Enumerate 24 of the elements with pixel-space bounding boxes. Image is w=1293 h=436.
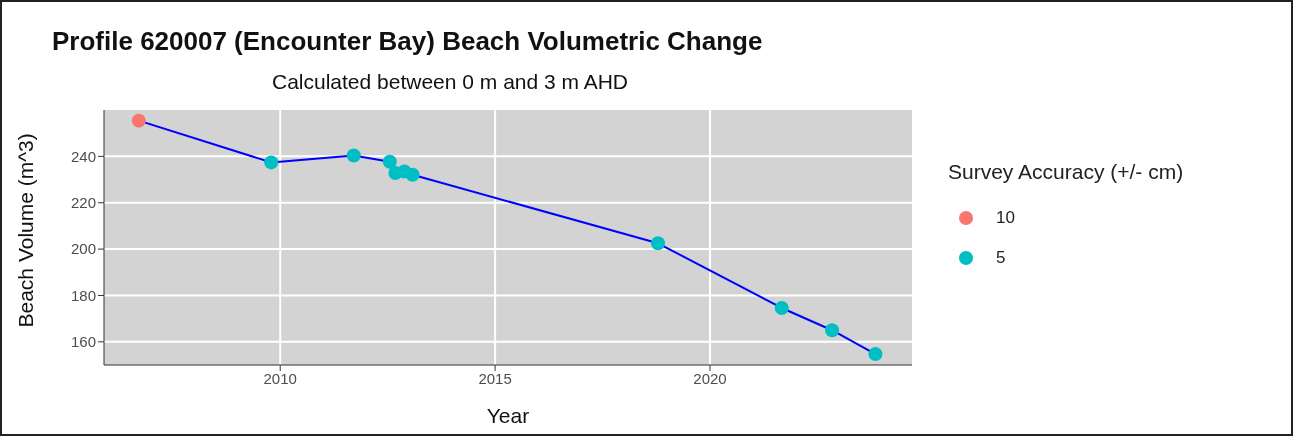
x-tick-label: 2020 [693, 369, 727, 387]
point [774, 300, 789, 315]
point [825, 323, 840, 338]
x-tick-label: 2010 [263, 369, 297, 387]
legend-label: 5 [996, 248, 1006, 268]
legend-label: 10 [996, 208, 1015, 228]
y-tick-label: 180 [70, 286, 96, 304]
chart-title: Profile 620007 (Encounter Bay) Beach Volumetric Change [52, 26, 763, 57]
point [264, 155, 279, 170]
point [651, 236, 665, 251]
x-tick-label: 2015 [478, 369, 512, 387]
legend-title: Survey Accuracy (+/- cm) [948, 160, 1184, 184]
y-tick-label: 200 [70, 240, 96, 258]
point [382, 154, 397, 169]
y-tick-label: 240 [70, 147, 96, 165]
point [405, 167, 420, 182]
point [868, 347, 883, 362]
y-tick-label: 220 [70, 194, 96, 212]
y-tick-label: 160 [70, 333, 96, 351]
point [131, 113, 146, 128]
y-axis-title: Beach Volume (m^3) [14, 133, 38, 328]
x-axis-title: Year [486, 404, 530, 427]
chart-subtitle: Calculated between 0 m and 3 m AHD [272, 70, 629, 94]
point [346, 148, 361, 163]
